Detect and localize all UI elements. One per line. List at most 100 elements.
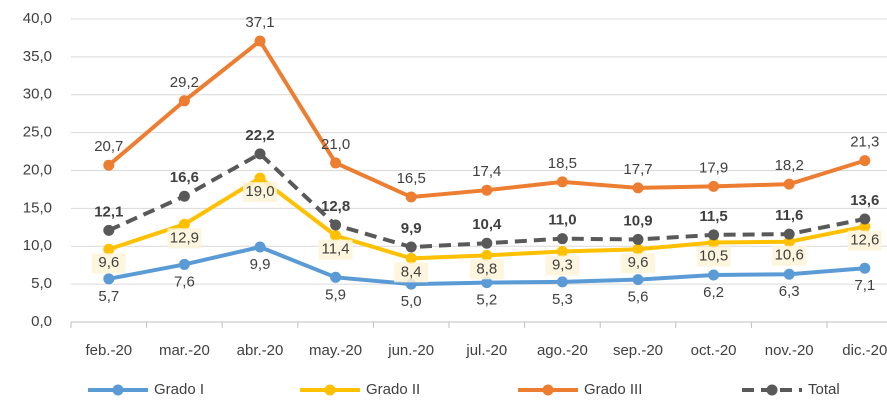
data-label: 12,8 — [321, 198, 350, 215]
data-label: 9,9 — [401, 220, 422, 237]
data-label: 6,2 — [703, 284, 724, 301]
marker — [481, 249, 493, 261]
marker — [859, 213, 871, 225]
data-label: 9,3 — [552, 257, 573, 274]
y-tick-label: 20,0 — [23, 161, 52, 178]
data-label: 18,2 — [775, 157, 804, 174]
marker — [254, 148, 266, 160]
marker — [103, 224, 115, 236]
data-label: 11,4 — [322, 241, 350, 258]
data-label: 16,6 — [170, 169, 199, 186]
marker — [254, 172, 266, 184]
marker — [254, 35, 266, 47]
marker — [481, 184, 493, 196]
legend-marker — [766, 384, 778, 396]
data-label: 11,5 — [699, 208, 727, 225]
legend-marker — [542, 384, 554, 396]
marker — [708, 269, 720, 281]
legend-label: Total — [808, 381, 840, 398]
marker — [556, 276, 568, 288]
x-tick-label: may.-20 — [309, 342, 362, 359]
y-tick-label: 35,0 — [23, 48, 52, 65]
marker — [556, 233, 568, 245]
data-label: 18,5 — [548, 155, 577, 172]
data-label: 37,1 — [245, 14, 274, 31]
data-label: 29,2 — [170, 74, 199, 91]
marker — [783, 228, 795, 240]
data-label: 7,1 — [854, 277, 875, 294]
legend-marker — [112, 384, 124, 396]
label-bg — [621, 253, 655, 274]
data-label: 10,6 — [775, 247, 804, 264]
marker — [632, 233, 644, 245]
marker — [481, 237, 493, 249]
label-bg — [772, 245, 807, 266]
marker — [330, 157, 342, 169]
y-tick-label: 40,0 — [23, 10, 52, 27]
label-bg — [318, 239, 353, 260]
y-tick-label: 30,0 — [23, 86, 52, 103]
marker — [859, 221, 871, 233]
marker — [405, 241, 417, 253]
label-bg — [91, 253, 126, 274]
label-bg — [847, 230, 882, 251]
marker — [708, 229, 720, 241]
marker — [859, 155, 871, 167]
marker — [556, 176, 568, 188]
x-tick-label: jun.-20 — [387, 342, 434, 359]
data-label: 8,8 — [476, 260, 497, 277]
label-bg — [469, 259, 504, 280]
data-label: 17,9 — [699, 159, 728, 176]
y-tick-label: 5,0 — [31, 275, 52, 292]
data-label: 5,9 — [325, 286, 346, 303]
marker — [859, 262, 871, 274]
x-tick-label: ago.-20 — [537, 342, 588, 359]
x-tick-label: nov.-20 — [765, 342, 814, 359]
marker — [405, 191, 417, 203]
marker — [103, 243, 115, 255]
y-tick-label: 10,0 — [23, 237, 52, 254]
marker — [330, 230, 342, 242]
data-label: 17,4 — [472, 163, 501, 180]
data-label: 12,1 — [94, 203, 123, 220]
marker — [708, 180, 720, 192]
label-bg — [696, 246, 731, 267]
data-label: 5,2 — [476, 292, 497, 309]
marker — [481, 277, 493, 289]
x-tick-label: sep.-20 — [613, 342, 663, 359]
x-tick-label: dic.-20 — [842, 342, 887, 359]
data-label: 12,6 — [850, 232, 879, 249]
label-bg — [545, 255, 580, 276]
data-label: 7,6 — [174, 273, 195, 290]
marker — [708, 236, 720, 248]
data-label: 16,5 — [397, 170, 426, 187]
data-label: 17,7 — [623, 161, 652, 178]
marker — [178, 258, 190, 270]
data-label: 9,6 — [98, 254, 119, 271]
legend-label: Grado III — [584, 381, 642, 398]
marker — [254, 241, 266, 253]
data-label: 11,0 — [548, 212, 576, 229]
marker — [632, 243, 644, 255]
marker — [405, 252, 417, 264]
data-label: 22,2 — [245, 127, 274, 144]
label-bg — [243, 182, 277, 203]
marker — [330, 219, 342, 231]
data-label: 10,5 — [699, 247, 728, 264]
data-label: 12,9 — [170, 229, 199, 246]
x-tick-label: mar.-20 — [159, 342, 210, 359]
data-label: 9,6 — [628, 254, 649, 271]
y-tick-label: 0,0 — [31, 313, 52, 330]
x-tick-label: abr.-20 — [237, 342, 284, 359]
data-label: 19,0 — [245, 183, 274, 200]
x-tick-label: feb.-20 — [85, 342, 132, 359]
data-label: 5,7 — [98, 288, 119, 305]
label-bg — [167, 228, 202, 249]
data-label: 5,0 — [401, 293, 422, 310]
marker — [103, 273, 115, 285]
data-label: 6,3 — [779, 283, 800, 300]
marker — [783, 178, 795, 190]
marker — [632, 274, 644, 286]
data-label: 10,4 — [472, 216, 502, 233]
marker — [330, 271, 342, 283]
